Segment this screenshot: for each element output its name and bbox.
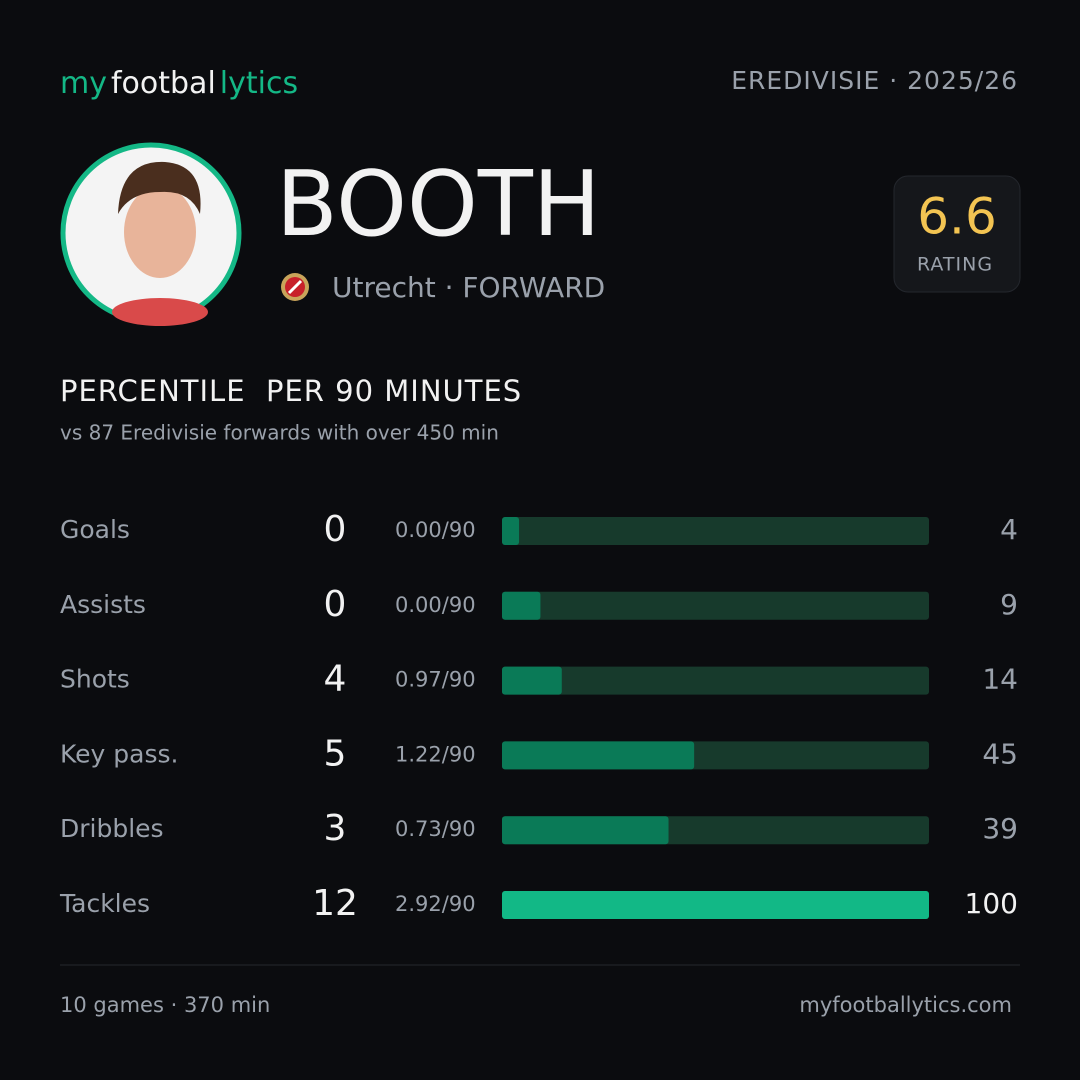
rating-label: RATING <box>917 254 993 276</box>
player-name: BOOTH <box>276 152 601 257</box>
shirt <box>112 298 208 326</box>
stat-per90: 0.00/90 <box>395 593 476 617</box>
bar <box>502 666 562 695</box>
stat-rows: Goals 0 0.00/90 4 Assists 0 0.00/90 9 Shots 4 0.97… <box>59 509 1018 924</box>
bar-track <box>502 591 929 620</box>
percentile-label: 45 <box>982 737 1018 770</box>
percentile-label: 100 <box>965 887 1018 920</box>
percentile-label: 39 <box>982 812 1018 845</box>
stat-count: 12 <box>312 883 358 924</box>
face <box>124 186 196 278</box>
player-photo <box>60 142 242 326</box>
stat-per90: 0.00/90 <box>395 518 476 542</box>
logo-my: my <box>60 66 107 101</box>
footer-summary: 10 games · 370 min <box>60 993 270 1017</box>
stat-label: Shots <box>60 665 130 694</box>
stat-per90: 1.22/90 <box>395 742 476 766</box>
stat-label: Assists <box>60 590 146 619</box>
bar <box>502 891 929 919</box>
club-badge <box>281 273 309 301</box>
chart-title: PERCENTILE PER 90 MINUTES <box>60 374 522 408</box>
bar <box>502 591 541 620</box>
stat-count: 5 <box>324 733 347 774</box>
stat-count: 0 <box>324 584 347 625</box>
bar-track <box>502 517 929 545</box>
league-season: EREDIVISIE · 2025/26 <box>731 66 1018 95</box>
stat-per90: 0.73/90 <box>395 817 476 841</box>
percentile-label: 9 <box>1000 588 1018 621</box>
logo-football: footbal <box>111 66 216 101</box>
hair <box>118 161 201 214</box>
stat-label: Goals <box>60 515 130 544</box>
footer-site: myfootballytics.com <box>799 993 1012 1017</box>
rating-value: 6.6 <box>917 188 997 246</box>
rating-box <box>893 175 1021 293</box>
stat-label: Key pass. <box>60 739 178 768</box>
logo-lytics: lytics <box>220 66 298 101</box>
logo: my footbal lytics <box>60 66 298 101</box>
percentile-label: 4 <box>1000 513 1018 546</box>
chart-subtitle: vs 87 Eredivisie forwards with over 450 … <box>60 421 499 445</box>
bar <box>502 517 520 545</box>
bar <box>502 816 669 845</box>
stat-label: Tackles <box>59 889 150 918</box>
stat-per90: 0.97/90 <box>395 668 476 692</box>
percentile-label: 14 <box>982 663 1018 696</box>
bar <box>502 741 695 770</box>
stat-label: Dribbles <box>60 814 164 843</box>
stat-count: 3 <box>324 808 347 849</box>
stat-count: 0 <box>324 509 347 550</box>
stat-count: 4 <box>324 659 347 700</box>
bar-track <box>502 666 929 695</box>
stat-per90: 2.92/90 <box>395 892 476 916</box>
club-position: Utrecht · FORWARD <box>332 271 605 304</box>
